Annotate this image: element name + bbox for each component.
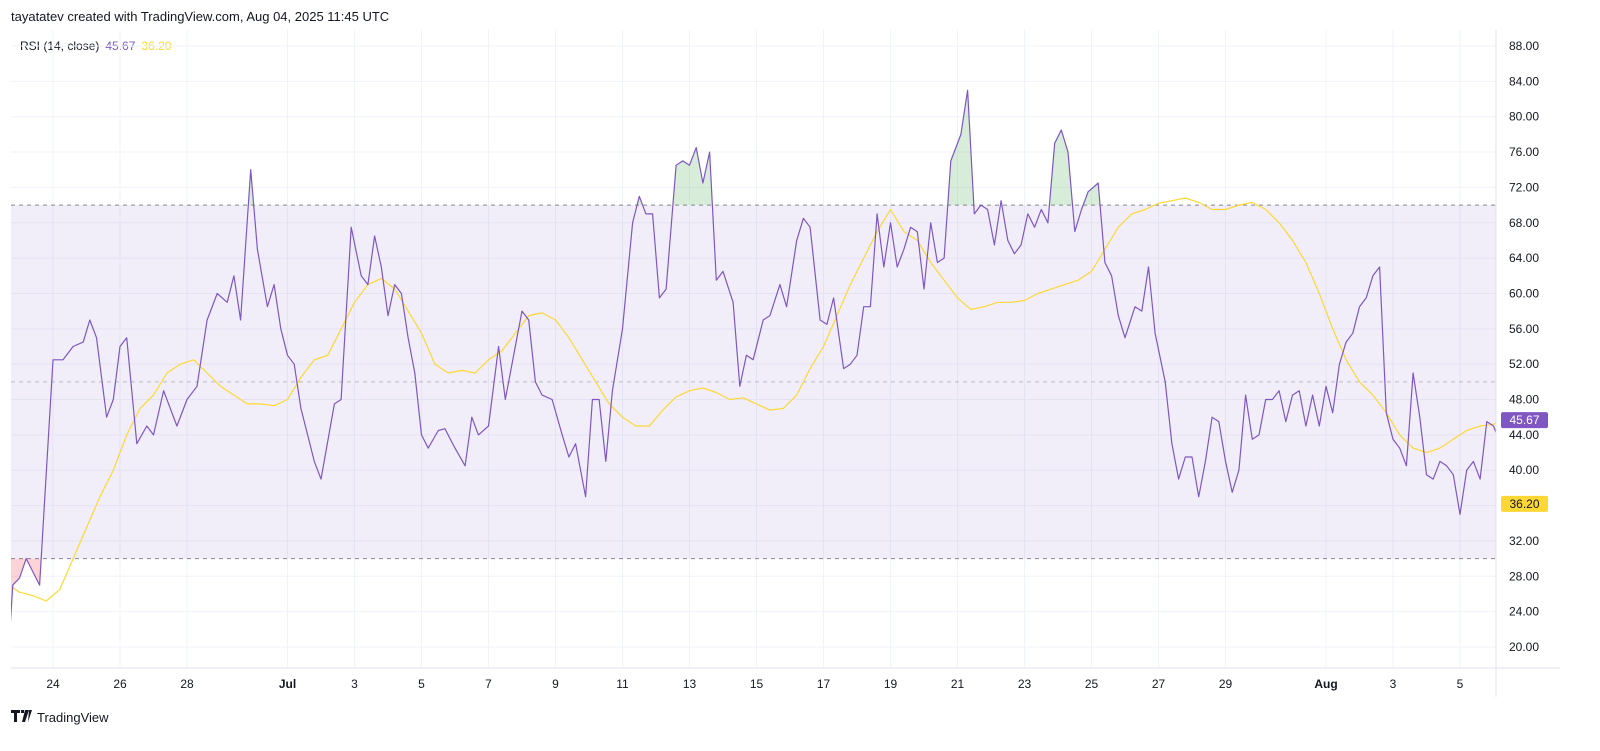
- rsi-last-value-label: 45.67: [1509, 413, 1539, 427]
- grid-lines: [11, 30, 1496, 668]
- price-axis[interactable]: 88.00 84.00 80.00 76.00 72.00 68.00 64.00 60.00…: [1509, 39, 1539, 654]
- x-tick-label: 5: [418, 677, 425, 691]
- y-tick-label: 44.00: [1509, 428, 1539, 442]
- x-tick-label: 26: [113, 677, 127, 691]
- x-tick-label: 27: [1152, 677, 1166, 691]
- y-tick-label: 32.00: [1509, 534, 1539, 548]
- x-tick-label: Jul: [279, 677, 296, 691]
- rsi-last-value-label-bg: [1501, 412, 1548, 429]
- y-tick-label: 56.00: [1509, 322, 1539, 336]
- y-tick-label: 40.00: [1509, 463, 1539, 477]
- x-tick-label: 29: [1219, 677, 1233, 691]
- y-tick-label: 68.00: [1509, 216, 1539, 230]
- tradingview-footer: TradingView: [11, 710, 109, 725]
- ma-last-value-label-bg: [1501, 495, 1548, 512]
- y-tick-label: 28.00: [1509, 569, 1539, 583]
- x-tick-label: 17: [817, 677, 831, 691]
- y-tick-label: 84.00: [1509, 74, 1539, 88]
- y-tick-label: 76.00: [1509, 145, 1539, 159]
- x-tick-label: 25: [1085, 677, 1099, 691]
- y-tick-label: 20.00: [1509, 640, 1539, 654]
- last-value-labels: 45.67 36.20: [1501, 412, 1548, 512]
- x-tick-label: 13: [683, 677, 697, 691]
- x-tick-label: 15: [750, 677, 764, 691]
- x-tick-label: 3: [351, 677, 358, 691]
- x-tick-label: 5: [1457, 677, 1464, 691]
- brand-name: TradingView: [37, 710, 109, 725]
- y-tick-label: 88.00: [1509, 39, 1539, 53]
- rsi-band-background: [11, 205, 1496, 559]
- y-tick-label: 24.00: [1509, 605, 1539, 619]
- y-tick-label: 64.00: [1509, 251, 1539, 265]
- y-tick-label: 52.00: [1509, 357, 1539, 371]
- y-tick-label: 48.00: [1509, 393, 1539, 407]
- x-tick-label: 9: [552, 677, 559, 691]
- x-tick-label: 3: [1390, 677, 1397, 691]
- ma-last-value-label: 36.20: [1509, 497, 1539, 511]
- x-tick-label: 28: [180, 677, 194, 691]
- chart-attribution: tayatatev created with TradingView.com, …: [11, 9, 390, 24]
- y-tick-label: 72.00: [1509, 180, 1539, 194]
- tradingview-logo-icon: [11, 710, 33, 725]
- x-tick-label: 23: [1018, 677, 1032, 691]
- x-tick-label: 24: [46, 677, 60, 691]
- x-tick-label: Aug: [1314, 677, 1337, 691]
- x-tick-label: 19: [884, 677, 898, 691]
- y-tick-label: 60.00: [1509, 286, 1539, 300]
- ma-line: [11, 197, 1496, 602]
- time-axis[interactable]: 24 26 28 Jul 3 5 7 9 11 13 15 17 19 21 23 25 27 29 Aug 3 5: [46, 677, 1463, 691]
- y-tick-label: 80.00: [1509, 110, 1539, 124]
- x-tick-label: 11: [616, 677, 629, 691]
- rsi-line: [11, 89, 1496, 623]
- series-lines: [11, 89, 1496, 623]
- x-tick-label: 7: [485, 677, 492, 691]
- x-tick-label: 21: [951, 677, 965, 691]
